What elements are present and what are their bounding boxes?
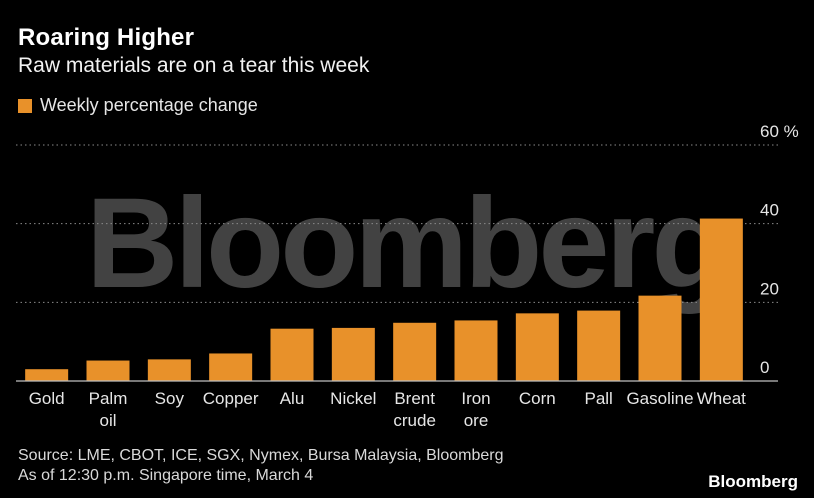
legend: Weekly percentage change [18, 95, 258, 116]
timestamp-note: As of 12:30 p.m. Singapore time, March 4 [18, 467, 314, 484]
chart-subtitle: Raw materials are on a tear this week [18, 54, 370, 77]
bar [638, 295, 682, 381]
bar [270, 328, 314, 381]
x-tick-label: Brent crude [393, 389, 436, 430]
source-note: Source: LME, CBOT, ICE, SGX, Nymex, Burs… [18, 446, 504, 486]
x-tick-label: Alu [280, 389, 305, 408]
y-tick-label: 20 [760, 279, 779, 298]
bar [147, 359, 191, 381]
bar [515, 313, 559, 381]
y-tick-label: 0 [760, 358, 769, 377]
y-tick-label: 40 [760, 201, 779, 220]
y-tick-label: 60 % [760, 122, 799, 141]
bar [699, 218, 743, 381]
x-tick-label: Nickel [330, 389, 376, 408]
chart-title: Roaring Higher [18, 24, 195, 51]
bloomberg-logo: Bloomberg [708, 472, 798, 491]
x-tick-label: Palm oil [89, 389, 128, 430]
bar [454, 320, 498, 381]
x-tick-label: Copper [203, 389, 259, 408]
legend-label: Weekly percentage change [40, 95, 258, 115]
bar [577, 310, 621, 381]
bar [393, 322, 437, 381]
bar [331, 327, 375, 381]
x-tick-label: Pall [584, 389, 612, 408]
x-tick-label: Gasoline [626, 389, 693, 408]
bar [209, 353, 253, 381]
bloomberg-watermark: Bloomberg [86, 172, 730, 315]
bar [86, 360, 130, 381]
legend-swatch [18, 98, 32, 113]
source-text: Source: LME, CBOT, ICE, SGX, Nymex, Burs… [18, 447, 504, 464]
x-tick-label: Soy [155, 389, 185, 408]
bar [25, 369, 69, 381]
x-tick-label: Wheat [697, 389, 746, 408]
x-tick-label: Iron ore [461, 389, 490, 430]
x-tick-label: Corn [519, 389, 556, 408]
x-tick-label: Gold [29, 389, 65, 408]
